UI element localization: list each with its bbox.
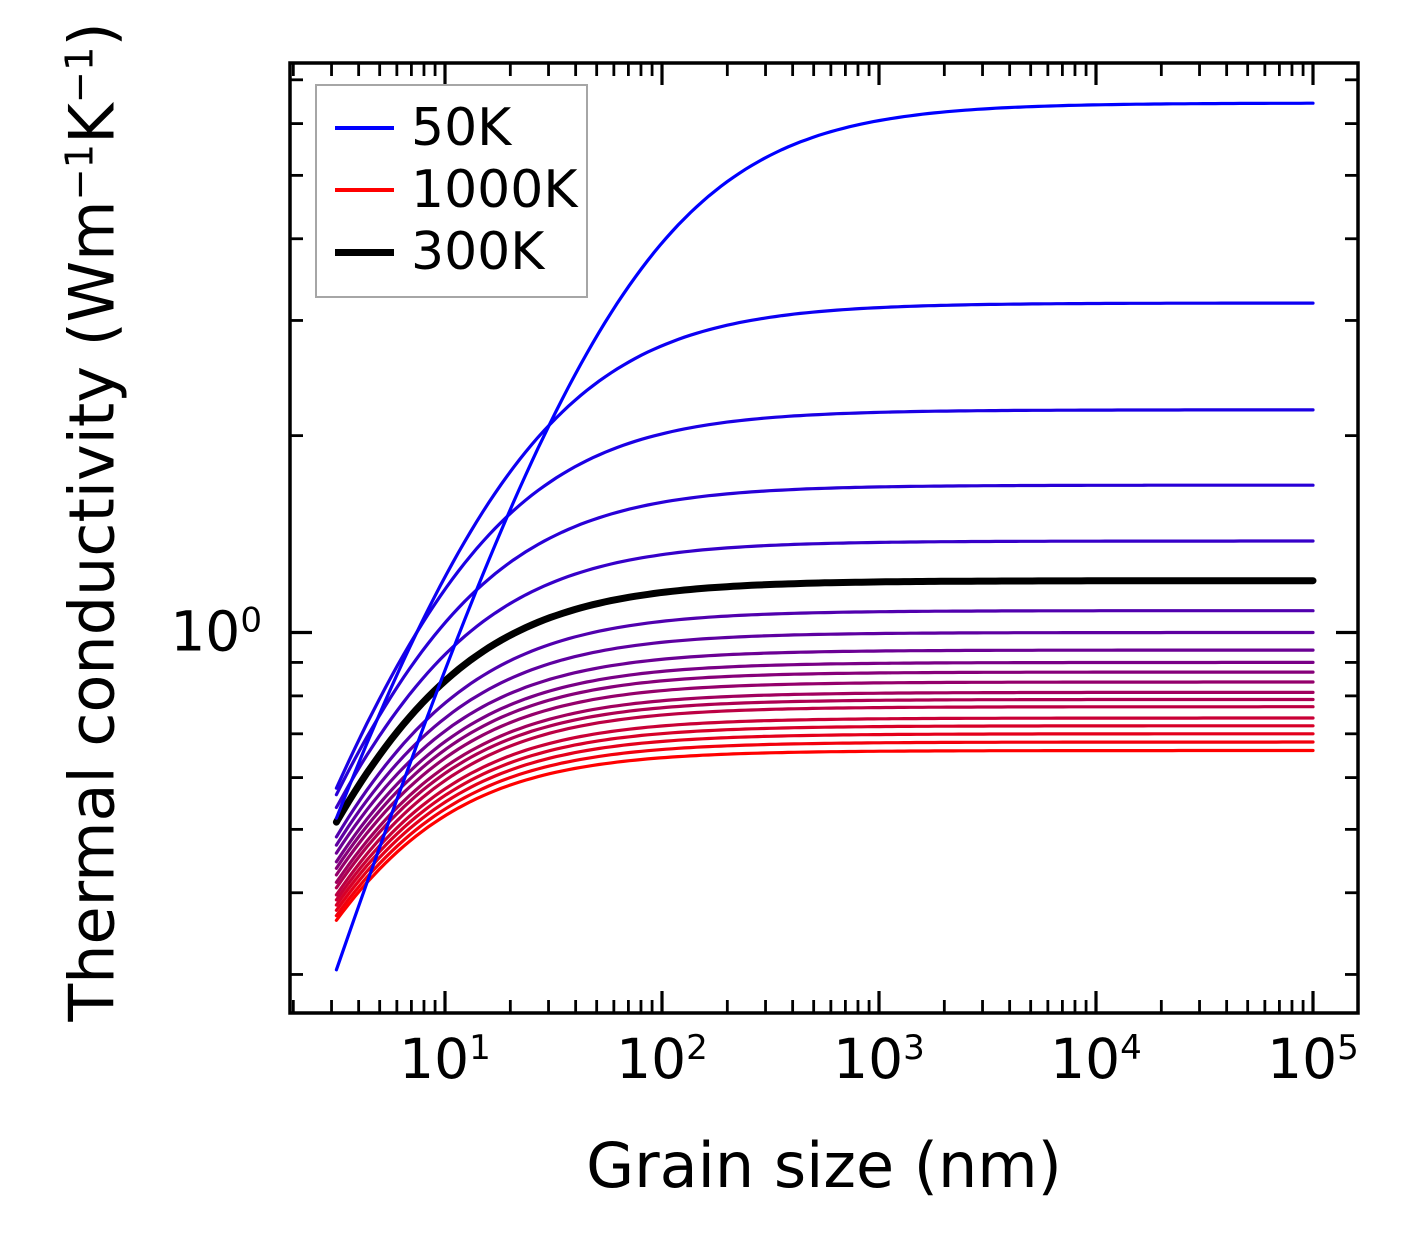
- tick-exponent: 0: [240, 600, 262, 641]
- legend-line-sample-300k: [335, 248, 394, 256]
- y-tick-label-10e0: 100: [150, 604, 262, 660]
- tick-exponent: 2: [686, 1028, 708, 1069]
- curve-350K: [334, 609, 1315, 839]
- x-tick-label-10e2: 102: [616, 1031, 708, 1087]
- tick-base: 10: [833, 1027, 904, 1091]
- y-axis-label-text: ): [55, 22, 129, 47]
- curve-250K: [334, 539, 1315, 810]
- legend-label-300k: 300K: [411, 222, 545, 282]
- curve-400K: [334, 630, 1315, 847]
- legend-line-sample-1000k: [335, 188, 394, 192]
- plot-frame: [288, 61, 1360, 1015]
- legend-line-sample-50k: [335, 126, 394, 130]
- curve-550K: [334, 670, 1315, 870]
- curve-850K: [334, 724, 1315, 907]
- tick-exponent: 4: [1120, 1028, 1142, 1069]
- x-axis-label: Grain size (nm): [586, 1129, 1062, 1202]
- curve-50K: [334, 101, 1315, 972]
- y-axis-label-text: K: [55, 103, 129, 144]
- curve-750K: [334, 705, 1315, 897]
- x-tick-label-10e1: 101: [399, 1031, 491, 1087]
- curve-150K: [334, 408, 1315, 790]
- legend-entry-1000k: 1000K: [335, 159, 586, 221]
- curve-300K: [332, 577, 1317, 826]
- legend-entry-300k: 300K: [335, 221, 586, 283]
- y-axis-label-text: Thermal conductivity (Wm: [55, 200, 129, 1022]
- curve-950K: [334, 740, 1315, 918]
- y-axis-label-superscript: −1: [57, 143, 103, 201]
- legend: 50K 1000K 300K: [315, 84, 588, 298]
- legend-entry-50k: 50K: [335, 97, 586, 159]
- y-axis-label-superscript: −1: [57, 46, 103, 104]
- tick-exponent: 1: [469, 1028, 491, 1069]
- curve-100K: [334, 301, 1315, 820]
- legend-label-1000k: 1000K: [411, 160, 578, 220]
- curve-700K: [334, 697, 1315, 890]
- curve-200K: [334, 483, 1315, 797]
- x-tick-label-10e3: 103: [833, 1031, 925, 1087]
- x-tick-label-10e4: 104: [1050, 1031, 1142, 1087]
- tick-base: 10: [616, 1027, 687, 1091]
- curve-650K: [334, 690, 1315, 884]
- tick-base: 10: [170, 599, 241, 664]
- y-axis-label: Thermal conductivity (Wm−1K−1): [55, 22, 129, 1022]
- curve-500K: [334, 660, 1315, 864]
- tick-base: 10: [1267, 1027, 1338, 1091]
- tick-exponent: 5: [1337, 1028, 1359, 1069]
- curve-600K: [334, 680, 1315, 877]
- tick-base: 10: [1050, 1027, 1121, 1091]
- curve-450K: [334, 648, 1315, 855]
- legend-label-50k: 50K: [411, 98, 512, 158]
- x-tick-label-10e5: 105: [1267, 1031, 1359, 1087]
- tick-exponent: 3: [903, 1028, 925, 1069]
- curve-800K: [334, 716, 1315, 902]
- tick-base: 10: [399, 1027, 470, 1091]
- curve-1000K: [334, 748, 1315, 922]
- curve-900K: [334, 732, 1315, 912]
